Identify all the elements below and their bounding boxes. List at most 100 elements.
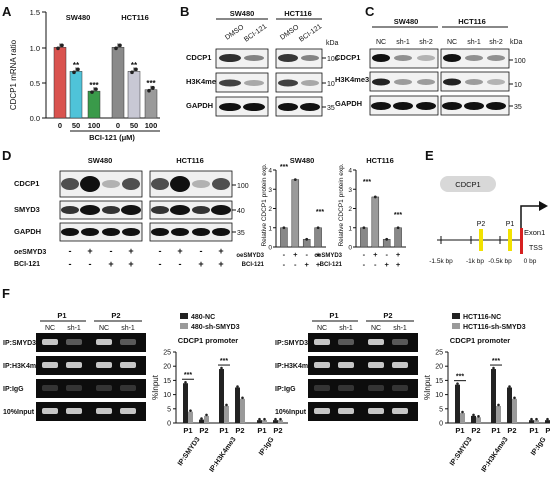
panel-f-ytick: 10 — [163, 392, 171, 399]
panel-f-group-label: IP:H3K4me3 — [480, 436, 509, 474]
panel-f-row-label: IP:IgG — [3, 386, 24, 393]
panel-b-cell-label: SW480 — [230, 9, 255, 18]
panel-letter-a: A — [2, 4, 12, 19]
panel-f-ylabel: %Input — [151, 374, 160, 400]
panel-f-primer-label: P1 — [57, 311, 66, 320]
panel-d-chart-ylabel: Relative CDCP1 protein exp. — [261, 163, 268, 246]
blot-box — [215, 72, 269, 93]
panel-a-star: *** — [89, 81, 99, 90]
panel-f-lane-label: NC — [317, 325, 327, 332]
blot-band — [300, 103, 320, 111]
blot-band — [102, 206, 120, 214]
panel-f-point — [258, 417, 261, 421]
panel-d-sign: - — [69, 259, 72, 269]
blot-band — [171, 228, 189, 236]
panel-d-row-label: BCI-121 — [14, 261, 40, 268]
panel-f-bar — [512, 398, 517, 423]
panel-f-row-label: 10%Input — [275, 409, 307, 416]
panel-f-point — [530, 417, 533, 421]
panel-d-star: *** — [280, 164, 288, 171]
panel-a-point — [130, 70, 134, 75]
panel-c-lane-label: NC — [447, 39, 457, 46]
panel-f-point — [205, 413, 208, 417]
panel-d-point — [282, 226, 286, 230]
panel-f-band — [96, 385, 112, 391]
panel-a-bar — [111, 47, 125, 119]
panel-f-chart-title: CDCP1 promoter — [450, 336, 511, 345]
blot-band — [121, 205, 141, 215]
panel-f-bar — [224, 405, 229, 423]
panel-c-kda: 100 — [514, 58, 526, 65]
panel-e: CDCP1 P2 P1 Exon1 TSS -1.5k bp -1k bp -0… — [429, 176, 548, 265]
panel-d-sign: - — [159, 246, 162, 256]
panel-a-point — [90, 90, 94, 94]
panel-f-ytick: 10 — [435, 392, 443, 399]
panel-f-ytick: 20 — [163, 364, 171, 371]
blot-band — [278, 103, 298, 111]
panel-d-chart-sign: - — [363, 250, 366, 259]
p1-site-marker — [508, 229, 512, 251]
panel-f-row-label: IP:H3K4me3 — [275, 363, 316, 370]
panel-f-gel — [36, 333, 146, 352]
panel-f-bar — [491, 369, 496, 423]
panel-d-ytick: 0 — [348, 245, 352, 252]
panel-f-point — [225, 403, 228, 407]
panel-f-ylabel: %Input — [423, 374, 432, 400]
panel-c-cell-label: HCT116 — [458, 17, 486, 26]
panel-d-sign: - — [179, 259, 182, 269]
panel-f-point — [546, 417, 549, 421]
panel-c-protein: H3K4me3 — [335, 75, 369, 84]
panel-d-point — [373, 195, 377, 199]
panel-f-point — [263, 417, 266, 421]
blot-band — [301, 80, 319, 86]
panel-d-sign: + — [128, 246, 133, 256]
panel-f-legend-label: 480-NC — [191, 314, 215, 321]
panel-f-star: *** — [220, 358, 228, 365]
panel-d-sign: + — [218, 259, 223, 269]
panel-a-xtick: 0 — [58, 121, 62, 130]
panel-d-ytick: 2 — [268, 206, 272, 213]
panel-d-bar — [280, 227, 288, 248]
panel-a-star: *** — [146, 79, 156, 88]
panel-d-chart-sign: - — [283, 250, 286, 259]
panel-a-ytick: 0.0 — [30, 114, 40, 123]
panel-f-chart-title: CDCP1 promoter — [178, 336, 239, 345]
blot-band — [244, 80, 264, 86]
panel-f-band — [368, 362, 384, 368]
panel-a-bar — [144, 89, 158, 119]
panel-f-bar — [529, 420, 534, 423]
panel-d-sign: - — [200, 246, 203, 256]
panel-d-kda: 35 — [237, 230, 245, 237]
panel-f-xtick: P2 — [273, 426, 282, 435]
panel-f-gel — [36, 379, 146, 398]
panel-f-star: *** — [456, 374, 464, 381]
panel-c-lane-label: sh-2 — [419, 39, 433, 46]
panel-f-band — [392, 339, 408, 345]
panel-c-lane-label: sh-2 — [489, 39, 503, 46]
panel-d-kda: 100 — [237, 183, 249, 190]
panel-f-band — [66, 362, 82, 368]
panel-d-cell-label: HCT116 — [176, 156, 204, 165]
panel-d-cell-label: SW480 — [88, 156, 113, 165]
panel-d-bar — [291, 179, 300, 248]
panel-a-star: ** — [73, 61, 80, 70]
panel-f-bar — [273, 420, 278, 423]
blot-band — [465, 79, 483, 85]
panel-d-chart-sign: + — [316, 260, 321, 269]
panel-b-kda: 100 — [327, 56, 339, 63]
panel-d-star: *** — [394, 212, 402, 219]
panel-d-kda: 40 — [237, 208, 245, 215]
panel-f-band — [42, 385, 58, 391]
panel-f-bar — [183, 383, 188, 423]
panel-f-ytick: 20 — [435, 364, 443, 371]
panel-d-chart-title: HCT116 — [366, 156, 394, 165]
blot-band — [170, 176, 190, 192]
panel-d-ytick: 1 — [348, 225, 352, 232]
panel-a-bar — [53, 47, 67, 119]
blot-band — [151, 228, 169, 236]
panel-d-sign: - — [69, 246, 72, 256]
panel-f-lane-label: sh-1 — [121, 325, 135, 332]
panel-f-band — [120, 339, 136, 345]
panel-d-ytick: 1 — [268, 225, 272, 232]
